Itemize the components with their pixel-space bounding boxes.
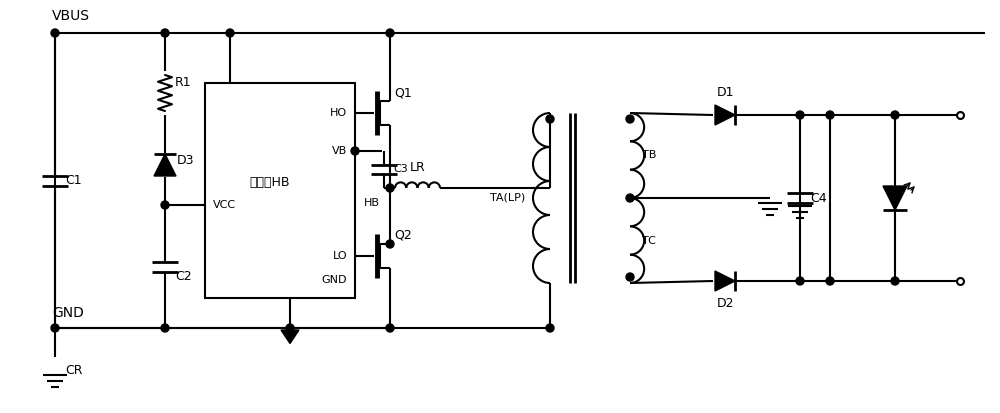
Circle shape — [351, 147, 359, 155]
Text: GND: GND — [52, 306, 84, 320]
Text: TC: TC — [642, 235, 656, 245]
Text: LO: LO — [332, 251, 347, 261]
Text: D2: D2 — [717, 297, 735, 310]
Circle shape — [626, 115, 634, 123]
Circle shape — [546, 324, 554, 332]
Circle shape — [626, 194, 634, 202]
Bar — [205, 83, 355, 298]
Circle shape — [51, 324, 59, 332]
Text: C3: C3 — [393, 164, 408, 175]
Circle shape — [386, 240, 394, 248]
Text: CR: CR — [65, 363, 82, 377]
Text: HO: HO — [330, 108, 347, 118]
Circle shape — [826, 277, 834, 285]
Circle shape — [161, 29, 169, 37]
Text: Q2: Q2 — [394, 229, 412, 242]
Text: VB: VB — [332, 146, 347, 156]
Polygon shape — [883, 186, 907, 210]
Circle shape — [891, 277, 899, 285]
Text: D3: D3 — [177, 154, 194, 168]
Circle shape — [161, 324, 169, 332]
Polygon shape — [715, 105, 735, 125]
Polygon shape — [154, 154, 176, 176]
Circle shape — [891, 111, 899, 119]
Circle shape — [796, 277, 804, 285]
Circle shape — [796, 111, 804, 119]
Polygon shape — [281, 330, 299, 344]
Text: C2: C2 — [175, 270, 192, 283]
Circle shape — [386, 184, 394, 192]
Circle shape — [386, 29, 394, 37]
Circle shape — [626, 273, 634, 281]
Circle shape — [286, 324, 294, 332]
Circle shape — [386, 324, 394, 332]
Text: TA(LP): TA(LP) — [490, 193, 525, 203]
Circle shape — [51, 29, 59, 37]
Text: HB: HB — [364, 198, 380, 208]
Text: Q1: Q1 — [394, 86, 412, 99]
Text: R1: R1 — [175, 76, 192, 90]
Polygon shape — [715, 271, 735, 291]
Text: TB: TB — [642, 150, 656, 161]
Text: 控制器HB: 控制器HB — [250, 176, 290, 189]
Circle shape — [161, 201, 169, 209]
Text: VCC: VCC — [213, 200, 236, 210]
Text: GND: GND — [322, 275, 347, 285]
Circle shape — [226, 29, 234, 37]
Text: C4: C4 — [810, 192, 827, 204]
Text: C1: C1 — [65, 174, 82, 187]
Circle shape — [826, 111, 834, 119]
Text: VBUS: VBUS — [52, 9, 90, 23]
Circle shape — [546, 115, 554, 123]
Text: LR: LR — [410, 161, 425, 174]
Text: D1: D1 — [717, 86, 735, 99]
